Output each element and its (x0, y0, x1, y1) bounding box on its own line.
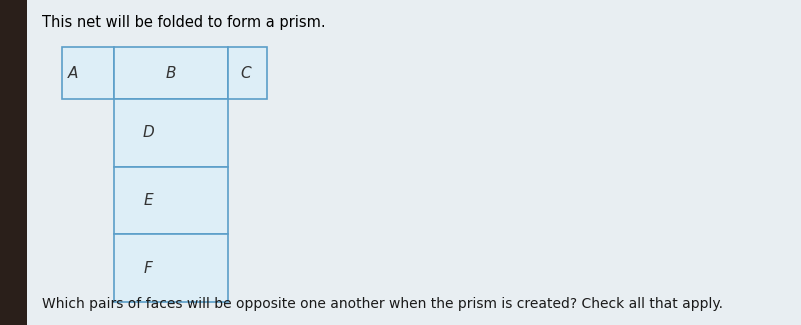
Text: F: F (144, 261, 153, 276)
Bar (114, 99, 228, 167)
Bar (114, 167, 228, 234)
Bar (114, 47, 228, 99)
Text: B: B (166, 66, 176, 81)
Text: Which pairs of faces will be opposite one another when the prism is created? Che: Which pairs of faces will be opposite on… (42, 297, 723, 311)
Text: A: A (68, 66, 78, 81)
Text: C: C (240, 66, 252, 81)
Bar (62, 47, 114, 99)
Text: E: E (143, 193, 153, 208)
Text: D: D (143, 125, 155, 140)
Bar (114, 234, 228, 302)
Text: This net will be folded to form a prism.: This net will be folded to form a prism. (42, 15, 326, 30)
Bar (0, 0, 27, 325)
Bar (228, 47, 268, 99)
